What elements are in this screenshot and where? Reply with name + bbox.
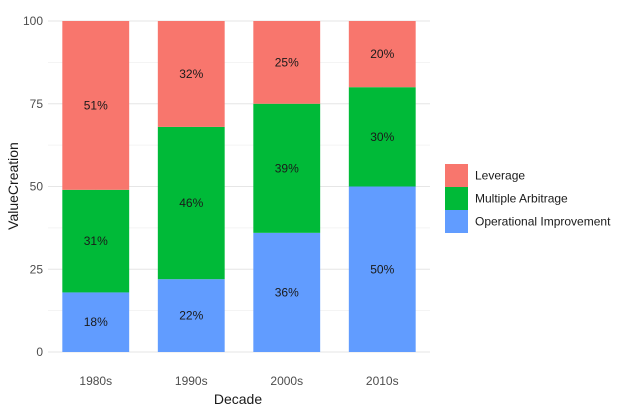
x-axis-title: Decade	[214, 391, 262, 407]
data-label: 32%	[179, 67, 203, 81]
data-labels-group: 18% 31% 51% 22% 46% 32% 36% 39% 25% 50% 30% 20%	[84, 47, 395, 329]
bar-operational-improvement-1990s	[157, 279, 225, 352]
x-tick-label: 2010s	[366, 374, 399, 388]
data-label: 46%	[179, 196, 203, 210]
data-label: 31%	[84, 234, 108, 248]
data-label: 25%	[275, 55, 299, 69]
bar-operational-improvement-1980s	[62, 292, 130, 352]
y-axis-title: ValueCreation	[5, 142, 21, 230]
x-axis: 1980s 1990s 2000s 2010s	[79, 374, 398, 388]
data-label: 50%	[370, 262, 394, 276]
legend-key-leverage	[445, 164, 468, 187]
data-label: 20%	[370, 47, 394, 61]
bar-leverage-1980s	[62, 21, 130, 190]
data-label: 39%	[275, 161, 299, 175]
legend-label: Operational Improvement	[475, 215, 611, 229]
y-tick-label: 75	[30, 97, 44, 111]
bar-multiple-arbitrage-1990s	[157, 126, 225, 280]
bar-leverage-2010s	[348, 21, 416, 88]
legend-key-operational-improvement	[445, 210, 468, 233]
y-tick-label: 25	[30, 262, 44, 276]
y-tick-label: 0	[36, 345, 43, 359]
bars-group	[62, 21, 416, 352]
x-tick-label: 1990s	[175, 374, 208, 388]
data-label: 18%	[84, 315, 108, 329]
data-label: 30%	[370, 130, 394, 144]
y-tick-label: 100	[23, 14, 43, 28]
legend: Leverage Multiple Arbitrage Operational Im…	[445, 164, 611, 233]
bar-multiple-arbitrage-2010s	[348, 87, 416, 187]
y-axis: 0 25 50 75 100	[23, 14, 43, 359]
bar-operational-improvement-2000s	[253, 232, 321, 352]
legend-key-multiple-arbitrage	[445, 187, 468, 210]
data-label: 22%	[179, 309, 203, 323]
legend-label: Multiple Arbitrage	[475, 192, 568, 206]
data-label: 51%	[84, 98, 108, 112]
x-tick-label: 1980s	[79, 374, 112, 388]
data-label: 36%	[275, 285, 299, 299]
bar-leverage-1990s	[157, 21, 225, 127]
bar-leverage-2000s	[253, 21, 321, 104]
x-tick-label: 2000s	[270, 374, 303, 388]
bar-operational-improvement-2010s	[348, 186, 416, 352]
bar-multiple-arbitrage-1980s	[62, 189, 130, 293]
bar-multiple-arbitrage-2000s	[253, 103, 321, 233]
legend-label: Leverage	[475, 169, 525, 183]
y-tick-label: 50	[30, 180, 44, 194]
